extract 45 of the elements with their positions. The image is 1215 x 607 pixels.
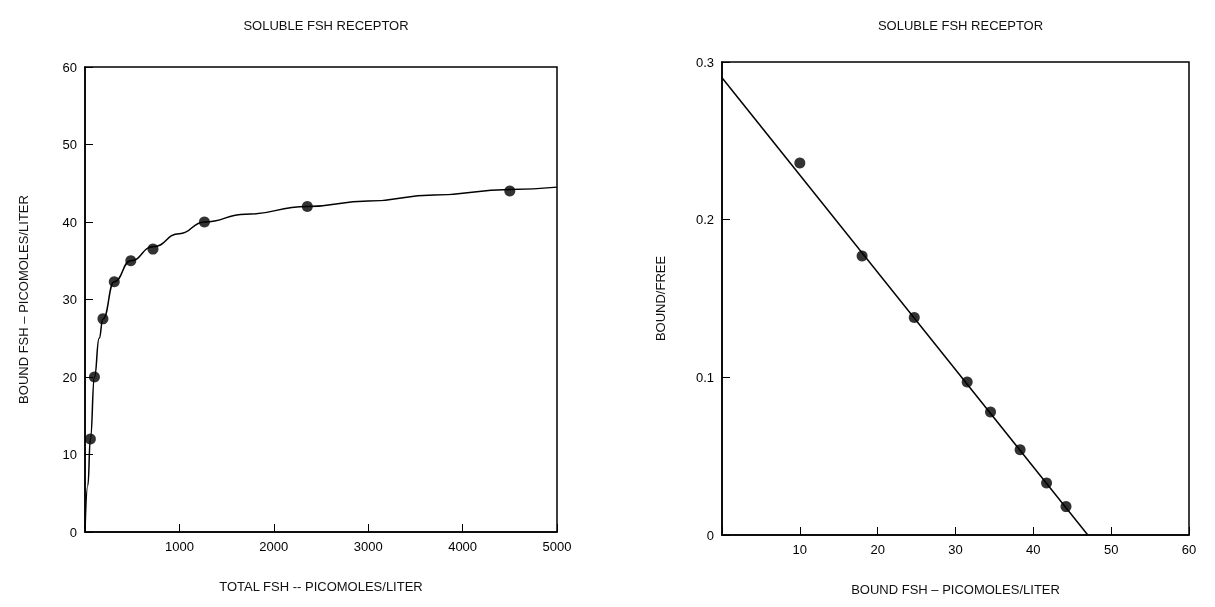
x-tick-label: 4000 [448, 539, 478, 554]
point [147, 243, 159, 255]
point [88, 371, 100, 383]
point [985, 406, 997, 418]
x-tick-label: 40 [1026, 542, 1041, 557]
point [125, 255, 137, 267]
point [108, 276, 120, 288]
point [198, 216, 210, 228]
x-axis-title: TOTAL FSH -- PICOMOLES/LITER [219, 579, 423, 594]
y-tick-label: 10 [62, 447, 77, 462]
y-tick-label: 0 [69, 524, 77, 540]
point [301, 201, 313, 212]
point [1041, 477, 1053, 489]
point [908, 311, 920, 323]
chart-title: SOLUBLE FSH RECEPTOR [877, 18, 1044, 33]
x-tick-label: 60 [1181, 542, 1197, 557]
y-tick-label: 0 [706, 527, 714, 543]
y-tick-label: 50 [62, 137, 77, 152]
y-axis-title: BOUND/FREE [653, 255, 668, 342]
point [97, 313, 109, 325]
x-tick-label: 3000 [353, 539, 383, 554]
point [961, 376, 973, 388]
x-tick-label: 20 [870, 542, 885, 557]
y-tick-label: 0.1 [695, 369, 714, 385]
x-tick-label: 5000 [542, 539, 572, 554]
y-tick-label: 20 [62, 369, 77, 385]
y-tick-label: 0.2 [695, 212, 714, 228]
x-tick-label: 1000 [164, 539, 194, 554]
y-tick-label: 60 [62, 59, 77, 75]
point [504, 185, 516, 197]
point [1060, 501, 1072, 513]
point [794, 157, 806, 169]
x-tick-label: 2000 [259, 539, 289, 554]
point [84, 433, 96, 445]
x-axis-title: BOUND FSH – PICOMOLES/LITER [851, 582, 1060, 597]
y-tick-label: 40 [62, 214, 77, 230]
y-axis-title: BOUND FSH – PICOMOLES/LITER [16, 195, 31, 404]
x-tick-label: 30 [948, 542, 963, 557]
x-tick-label: 10 [792, 542, 808, 557]
chart-title: SOLUBLE FSH RECEPTOR [243, 18, 409, 33]
point [1014, 444, 1026, 456]
y-tick-label: 0.3 [695, 54, 714, 70]
y-tick-label: 30 [62, 292, 77, 307]
x-tick-label: 50 [1103, 542, 1119, 557]
point [856, 250, 868, 262]
